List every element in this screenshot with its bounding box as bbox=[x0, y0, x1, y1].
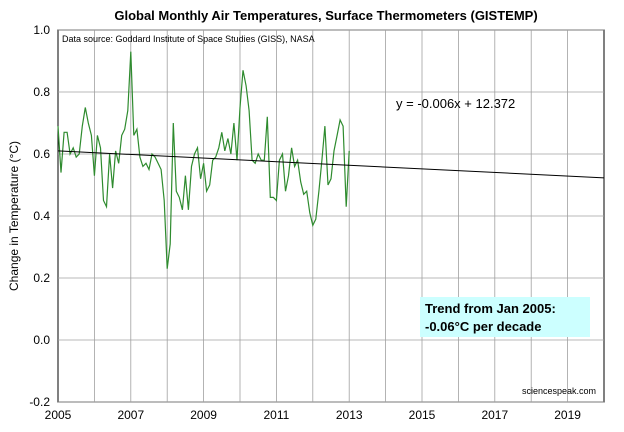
trend-annotation-line1: Trend from Jan 2005: bbox=[425, 301, 556, 316]
y-tick-label: 0.8 bbox=[33, 85, 50, 99]
y-tick-label: 0.6 bbox=[33, 147, 50, 161]
y-axis-ticks: -0.2 0.0 0.2 0.4 0.6 0.8 1.0 bbox=[29, 23, 50, 409]
x-tick-label: 2009 bbox=[190, 408, 217, 422]
watermark: sciencespeak.com bbox=[522, 386, 596, 396]
x-tick-label: 2017 bbox=[481, 408, 508, 422]
trend-line bbox=[57, 150, 605, 179]
chart-title: Global Monthly Air Temperatures, Surface… bbox=[114, 8, 537, 23]
y-tick-label: 0.2 bbox=[33, 271, 50, 285]
y-tick-label: 1.0 bbox=[33, 23, 50, 37]
x-tick-label: 2007 bbox=[117, 408, 144, 422]
series-line-temperature bbox=[57, 51, 350, 269]
x-tick-label: 2015 bbox=[409, 408, 436, 422]
y-tick-label: -0.2 bbox=[29, 395, 50, 409]
x-tick-label: 2005 bbox=[45, 408, 72, 422]
x-tick-label: 2011 bbox=[263, 408, 289, 422]
y-tick-label: 0.4 bbox=[33, 209, 50, 223]
x-tick-label: 2019 bbox=[554, 408, 581, 422]
y-axis-label: Change in Temperature (°C) bbox=[7, 141, 21, 291]
trend-annotation-box bbox=[420, 297, 590, 337]
y-tick-label: 0.0 bbox=[33, 333, 50, 347]
source-note: Data source: Goddard Institute of Space … bbox=[62, 34, 315, 44]
trend-equation: y = -0.006x + 12.372 bbox=[396, 96, 515, 111]
x-tick-label: 2013 bbox=[336, 408, 363, 422]
x-axis-ticks: 2005 2007 2009 2011 2013 2015 2017 2019 bbox=[45, 408, 582, 422]
trend-annotation-line2: -0.06°C per decade bbox=[425, 319, 541, 334]
gridlines bbox=[58, 29, 604, 403]
